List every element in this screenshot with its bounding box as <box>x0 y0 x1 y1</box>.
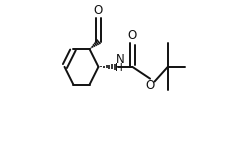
Text: O: O <box>94 4 103 17</box>
Text: H: H <box>116 63 123 74</box>
Text: O: O <box>128 29 137 42</box>
Text: N: N <box>116 53 124 66</box>
Text: O: O <box>146 79 155 92</box>
